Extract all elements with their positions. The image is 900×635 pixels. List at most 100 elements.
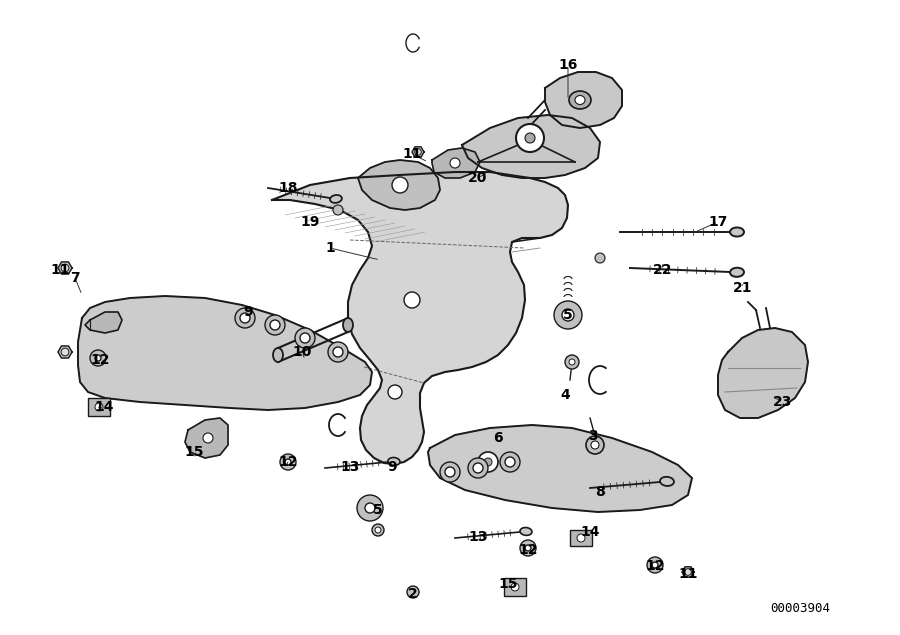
Text: 13: 13 [340, 460, 360, 474]
Circle shape [591, 441, 599, 449]
Circle shape [95, 355, 101, 361]
Circle shape [525, 133, 535, 143]
Text: 23: 23 [773, 395, 793, 409]
Circle shape [586, 436, 604, 454]
Circle shape [285, 459, 291, 465]
Ellipse shape [730, 268, 744, 277]
Polygon shape [428, 425, 692, 512]
Ellipse shape [343, 318, 353, 332]
Text: 14: 14 [94, 400, 113, 414]
Text: 9: 9 [243, 305, 253, 319]
Circle shape [372, 524, 384, 536]
Circle shape [525, 545, 531, 551]
Circle shape [440, 462, 460, 482]
Circle shape [505, 457, 515, 467]
Circle shape [511, 583, 519, 591]
Circle shape [569, 359, 575, 365]
Circle shape [295, 328, 315, 348]
Circle shape [565, 355, 579, 369]
Polygon shape [412, 147, 424, 157]
Text: 4: 4 [560, 388, 570, 402]
Ellipse shape [569, 91, 591, 109]
Text: 8: 8 [595, 485, 605, 499]
Circle shape [468, 458, 488, 478]
Text: 3: 3 [589, 429, 598, 443]
Circle shape [328, 342, 348, 362]
Circle shape [415, 149, 421, 156]
Text: 14: 14 [580, 525, 599, 539]
Bar [504, 578, 526, 596]
Circle shape [404, 292, 420, 308]
Circle shape [95, 403, 103, 411]
Text: 18: 18 [278, 181, 298, 195]
Text: 16: 16 [558, 58, 578, 72]
Text: 11: 11 [50, 263, 70, 277]
Bar [88, 398, 110, 416]
Circle shape [333, 205, 343, 215]
Polygon shape [58, 346, 72, 358]
Text: 19: 19 [301, 215, 320, 229]
Circle shape [562, 309, 574, 321]
Text: 7: 7 [70, 271, 80, 285]
Text: 5: 5 [374, 503, 382, 517]
Text: 21: 21 [734, 281, 752, 295]
Circle shape [407, 586, 419, 598]
Circle shape [235, 308, 255, 328]
Polygon shape [545, 72, 622, 128]
Ellipse shape [730, 227, 744, 237]
Circle shape [520, 540, 536, 556]
Circle shape [478, 452, 498, 472]
Circle shape [652, 562, 658, 568]
Text: 00003904: 00003904 [770, 601, 830, 615]
Text: 1: 1 [325, 241, 335, 255]
Circle shape [300, 333, 310, 343]
Text: 22: 22 [653, 263, 673, 277]
Polygon shape [682, 567, 694, 577]
Text: 12: 12 [278, 455, 298, 469]
Text: 12: 12 [518, 543, 538, 557]
Text: 9: 9 [387, 460, 397, 474]
Text: 11: 11 [679, 567, 698, 581]
Text: 12: 12 [645, 559, 665, 573]
Circle shape [554, 301, 582, 329]
Circle shape [484, 458, 492, 466]
Text: 20: 20 [468, 171, 488, 185]
Circle shape [61, 348, 68, 356]
Text: 13: 13 [468, 530, 488, 544]
Circle shape [473, 463, 483, 473]
Text: 15: 15 [499, 577, 517, 591]
Circle shape [647, 557, 663, 573]
Ellipse shape [575, 95, 585, 105]
Polygon shape [462, 115, 600, 178]
Ellipse shape [330, 195, 342, 203]
Circle shape [203, 433, 213, 443]
Circle shape [270, 320, 280, 330]
Ellipse shape [660, 477, 674, 486]
Polygon shape [358, 160, 440, 210]
Circle shape [240, 313, 250, 323]
Circle shape [392, 177, 408, 193]
Circle shape [450, 158, 460, 168]
Text: 6: 6 [493, 431, 503, 445]
Circle shape [388, 385, 402, 399]
Text: 17: 17 [708, 215, 728, 229]
Circle shape [516, 124, 544, 152]
Ellipse shape [273, 348, 283, 362]
Text: 12: 12 [90, 353, 110, 367]
Circle shape [577, 534, 585, 542]
Circle shape [357, 495, 383, 521]
Circle shape [500, 452, 520, 472]
Polygon shape [718, 328, 808, 418]
Polygon shape [78, 296, 372, 410]
Circle shape [365, 503, 375, 513]
Ellipse shape [388, 457, 400, 465]
Polygon shape [58, 262, 72, 274]
Circle shape [90, 350, 106, 366]
Circle shape [445, 467, 455, 477]
Ellipse shape [520, 528, 532, 535]
Text: 5: 5 [563, 308, 573, 322]
Circle shape [375, 527, 381, 533]
Circle shape [595, 253, 605, 263]
Polygon shape [85, 312, 122, 333]
Circle shape [61, 264, 68, 272]
